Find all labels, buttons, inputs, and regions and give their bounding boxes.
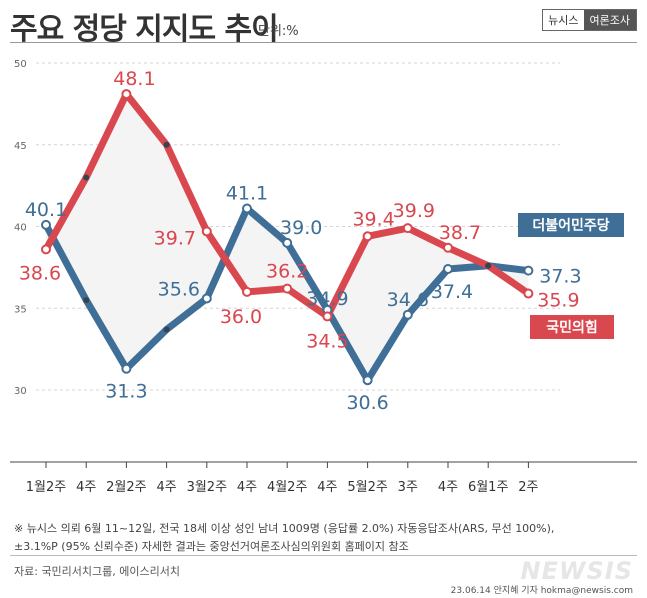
- x-tick-label: 5월2주: [347, 480, 388, 495]
- legend-box-dem: [518, 213, 624, 237]
- point-ppp: [523, 288, 534, 299]
- point-ppp: [485, 262, 492, 269]
- x-tick-label: 4주: [317, 480, 337, 495]
- x-tick-label: 4주: [156, 480, 176, 495]
- point-ppp: [201, 226, 212, 237]
- point-ppp: [282, 283, 293, 294]
- credit-text: 23.06.14 안지혜 기자 hokma@newsis.com: [450, 586, 633, 596]
- unit-label: 단위:%: [258, 24, 299, 39]
- data-label-dem: 30.6: [346, 392, 388, 414]
- data-label-ppp: 38.6: [19, 262, 61, 284]
- brand-left: 뉴시스: [543, 10, 584, 30]
- point-ppp: [121, 89, 132, 100]
- data-label-ppp: 39.9: [393, 200, 435, 222]
- x-tick-label: 3월2주: [187, 480, 228, 495]
- newsis-logo: NEWSIS: [520, 557, 633, 585]
- x-tick-label: 1월2주: [26, 480, 67, 495]
- point-ppp: [322, 311, 333, 322]
- point-ppp: [41, 244, 51, 255]
- data-label-ppp: 35.9: [537, 290, 579, 312]
- data-label-ppp: 48.1: [113, 68, 155, 90]
- difference-fill: [46, 94, 529, 381]
- data-label-dem: 35.6: [158, 278, 200, 300]
- point-dem: [443, 264, 453, 275]
- point-ppp: [83, 174, 90, 181]
- y-tick-label: 30: [14, 386, 27, 397]
- top-divider: [10, 42, 637, 43]
- x-tick-label: 4주: [76, 480, 96, 495]
- point-ppp: [163, 141, 170, 148]
- y-tick-label: 40: [14, 223, 27, 234]
- difference-area: [46, 94, 529, 381]
- legend-label-dem: 더불어민주당: [532, 217, 609, 234]
- point-dem: [201, 293, 212, 304]
- brand-right: 여론조사: [583, 10, 636, 30]
- data-label-dem: 41.1: [226, 183, 268, 205]
- brand-badge: 뉴시스 여론조사: [542, 9, 637, 31]
- y-tick-label: 45: [14, 141, 27, 152]
- data-label-dem: 34.9: [306, 288, 348, 310]
- data-label-ppp: 39.7: [154, 227, 196, 249]
- data-label-ppp: 38.7: [439, 222, 481, 244]
- point-ppp: [443, 242, 453, 253]
- x-tick-label: 6월1주: [468, 480, 509, 495]
- data-label-ppp: 39.4: [352, 208, 394, 230]
- source-text: 자료: 국민리서치그룹, 에이스리서치: [14, 565, 180, 578]
- x-tick-label: 4주: [237, 480, 257, 495]
- point-dem: [163, 326, 170, 333]
- point-dem: [402, 309, 413, 320]
- data-label-dem: 37.4: [431, 281, 473, 303]
- point-dem: [282, 237, 293, 248]
- legend-box-ppp: [530, 315, 614, 339]
- y-tick-label: 35: [14, 304, 27, 315]
- point-dem: [362, 375, 373, 386]
- data-label-dem: 37.3: [539, 266, 581, 288]
- point-dem: [523, 265, 534, 276]
- footnote-line1: ※ 뉴시스 의뢰 6월 11~12일, 전국 18세 이상 성인 남녀 1009…: [14, 522, 555, 535]
- point-ppp: [242, 286, 252, 297]
- footnote-line2: ±3.1%P (95% 신뢰수준) 자세한 결과는 중앙선거여론조사심의위원회 …: [14, 540, 409, 553]
- bottom-divider: [10, 555, 637, 556]
- data-label-ppp: 36.2: [266, 261, 308, 283]
- series-points: [41, 89, 534, 386]
- legend-label-ppp: 국민의힘: [546, 319, 598, 336]
- grid-lines: 30 35 40 45 50: [14, 59, 560, 397]
- data-label-ppp: 34.5: [306, 330, 348, 352]
- point-ppp: [362, 231, 373, 242]
- data-label-dem: 34.6: [387, 289, 429, 311]
- point-dem: [41, 219, 51, 230]
- data-label-ppp: 36.0: [220, 306, 262, 328]
- x-axis: 1월2주 4주 2월2주 4주 3월2주 4주 4월2주 4주 5월2주 3주 4주 6월1주 2주: [10, 461, 637, 495]
- point-dem: [83, 297, 90, 304]
- data-label-dem: 31.3: [105, 381, 147, 403]
- x-tick-label: 3주: [398, 480, 418, 495]
- point-ppp: [402, 223, 413, 234]
- x-tick-label: 2주: [518, 480, 538, 495]
- x-tick-label: 4월2주: [267, 480, 308, 495]
- point-dem: [242, 203, 252, 214]
- point-dem: [121, 363, 132, 374]
- y-tick-label: 50: [14, 59, 27, 70]
- data-label-dem: 39.0: [280, 217, 322, 239]
- x-tick-label: 4주: [438, 480, 458, 495]
- x-tick-label: 2월2주: [106, 480, 147, 495]
- data-label-dem: 40.1: [25, 199, 67, 221]
- data-labels: 40.1 31.3 35.6 41.1 39.0 34.9 30.6 34.6 37.4 37.3…: [19, 68, 582, 414]
- page-title: 주요 정당 지지도 추이: [10, 12, 279, 47]
